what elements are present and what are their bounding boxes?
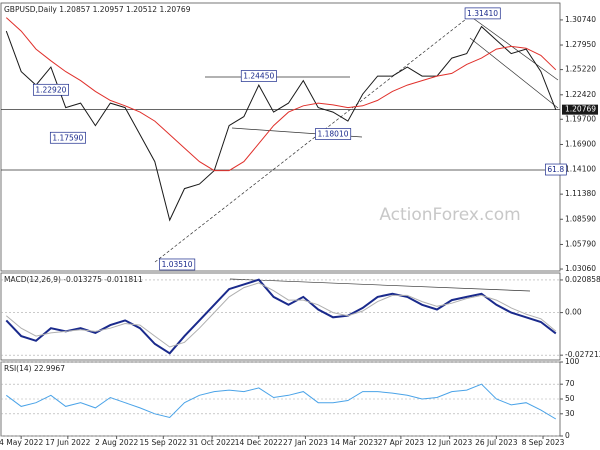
x-tick-label: 27 Apr 2023 [378, 438, 425, 447]
annotation-box [464, 7, 501, 20]
annotation-box [545, 163, 567, 176]
annotation-box [32, 83, 69, 96]
series-line [5, 282, 557, 348]
y-tick-label: 0.00 [565, 308, 582, 317]
channel-line [469, 37, 559, 109]
y-tick-label: 1.05790 [565, 239, 596, 248]
annotation-label: 1.17590 [52, 133, 83, 142]
macd-panel [0, 272, 561, 361]
y-tick-label: 1.19700 [565, 114, 596, 123]
y-tick-label: 1.30740 [565, 15, 596, 24]
price-panel [0, 2, 561, 272]
y-tick-label: 1.27950 [565, 40, 596, 49]
watermark: ActionForex.com [379, 205, 520, 225]
annotation-box [49, 131, 86, 144]
y-tick-label: 1.25220 [565, 65, 596, 74]
y-tick-label: 1.16900 [565, 139, 596, 148]
x-tick-label: 2 Aug 2022 [95, 438, 138, 447]
x-tick-label: 8 Sep 2023 [522, 438, 565, 447]
annotation-box [240, 70, 277, 82]
y-tick-label: 1.14100 [565, 165, 596, 174]
annotation-box [159, 258, 196, 271]
annotation-label: 1.03510 [162, 260, 193, 269]
series-line [6, 383, 557, 420]
last-price-box [562, 104, 598, 115]
x-tick-label: 14 Dec 2022 [235, 438, 283, 447]
y-tick-label: 1.03060 [565, 264, 596, 273]
annotation-label: 1.31410 [467, 9, 498, 18]
y-tick-label: 100 [565, 357, 580, 366]
x-tick-label: 12 Jun 2023 [427, 438, 472, 447]
annotation-label: 1.22920 [35, 85, 66, 94]
x-tick-label: 17 Jun 2022 [45, 438, 90, 447]
x-tick-label: 31 Oct 2022 [189, 438, 236, 447]
x-tick-label: 26 Jul 2023 [475, 438, 518, 447]
annotation-label: 61.8 [547, 165, 564, 174]
y-tick-label: 0 [565, 431, 570, 440]
series-line [5, 25, 557, 222]
last-price-label: 1.20769 [565, 105, 596, 114]
x-tick-label: 27 Jan 2023 [283, 438, 328, 447]
y-tick-label: -0.027213 [565, 350, 600, 359]
divergence-line [229, 278, 531, 292]
annotation-label: 1.24450 [243, 72, 274, 81]
y-tick-label: 1.08590 [565, 214, 596, 223]
trend-line [154, 15, 471, 263]
x-tick-label: 4 May 2022 [0, 438, 43, 447]
channel-line [469, 15, 559, 81]
panel-title: RSI(14) 22.9967 [4, 364, 65, 373]
series-line [5, 278, 557, 355]
rsi-panel [0, 361, 561, 437]
annotation-box [315, 128, 352, 140]
y-tick-label: 30 [565, 409, 575, 418]
y-tick-label: 50 [565, 394, 575, 403]
y-tick-label: 1.11380 [565, 189, 596, 198]
chart-title: GBPUSD,Daily 1.20857 1.20957 1.20512 1.2… [4, 5, 191, 14]
y-tick-label: 70 [565, 379, 575, 388]
panel-title: MACD(12,26,9) -0.013275 -0.011811 [4, 275, 143, 284]
y-tick-label: 0.020858 [565, 275, 600, 284]
x-tick-label: 14 Mar 2023 [330, 438, 378, 447]
x-tick-label: 15 Sep 2022 [140, 438, 188, 447]
series-line [5, 17, 557, 172]
annotation-label: 1.18010 [317, 129, 348, 138]
y-tick-label: 1.22420 [565, 90, 596, 99]
